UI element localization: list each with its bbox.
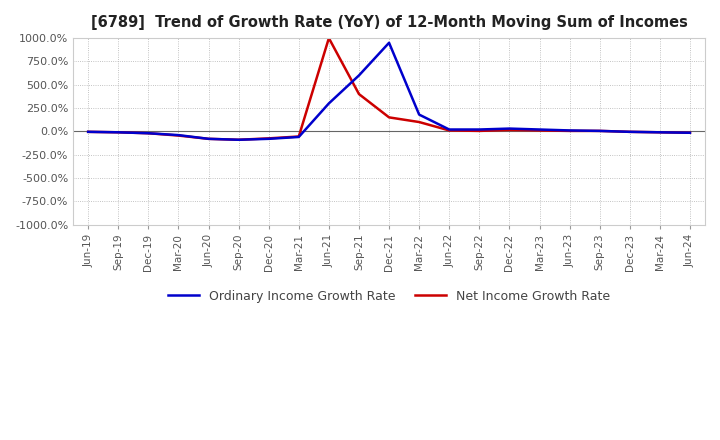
Line: Ordinary Income Growth Rate: Ordinary Income Growth Rate xyxy=(88,43,690,140)
Net Income Growth Rate xyxy=(174,133,183,138)
Ordinary Income Growth Rate xyxy=(84,129,92,135)
Ordinary Income Growth Rate xyxy=(535,127,544,132)
Net Income Growth Rate xyxy=(384,115,393,120)
Ordinary Income Growth Rate xyxy=(565,128,574,133)
Ordinary Income Growth Rate xyxy=(355,73,364,78)
Ordinary Income Growth Rate xyxy=(595,128,604,134)
Ordinary Income Growth Rate xyxy=(415,112,423,117)
Net Income Growth Rate xyxy=(445,128,454,133)
Net Income Growth Rate xyxy=(505,127,514,132)
Net Income Growth Rate xyxy=(234,137,243,143)
Ordinary Income Growth Rate xyxy=(384,40,393,45)
Net Income Growth Rate xyxy=(325,36,333,41)
Net Income Growth Rate xyxy=(84,129,92,135)
Ordinary Income Growth Rate xyxy=(505,126,514,131)
Ordinary Income Growth Rate xyxy=(445,127,454,132)
Ordinary Income Growth Rate xyxy=(655,130,664,135)
Net Income Growth Rate xyxy=(415,119,423,125)
Ordinary Income Growth Rate xyxy=(174,132,183,138)
Net Income Growth Rate xyxy=(565,128,574,134)
Net Income Growth Rate xyxy=(264,136,273,141)
Net Income Growth Rate xyxy=(204,136,213,142)
Net Income Growth Rate xyxy=(655,130,664,135)
Legend: Ordinary Income Growth Rate, Net Income Growth Rate: Ordinary Income Growth Rate, Net Income … xyxy=(163,285,615,308)
Net Income Growth Rate xyxy=(475,128,484,134)
Net Income Growth Rate xyxy=(595,128,604,134)
Net Income Growth Rate xyxy=(294,134,303,139)
Ordinary Income Growth Rate xyxy=(685,130,694,136)
Line: Net Income Growth Rate: Net Income Growth Rate xyxy=(88,38,690,140)
Ordinary Income Growth Rate xyxy=(234,137,243,143)
Ordinary Income Growth Rate xyxy=(626,129,634,135)
Ordinary Income Growth Rate xyxy=(264,136,273,142)
Ordinary Income Growth Rate xyxy=(475,127,484,132)
Ordinary Income Growth Rate xyxy=(144,131,153,136)
Ordinary Income Growth Rate xyxy=(114,130,122,135)
Net Income Growth Rate xyxy=(355,92,364,97)
Title: [6789]  Trend of Growth Rate (YoY) of 12-Month Moving Sum of Incomes: [6789] Trend of Growth Rate (YoY) of 12-… xyxy=(91,15,688,30)
Net Income Growth Rate xyxy=(144,131,153,136)
Ordinary Income Growth Rate xyxy=(325,101,333,106)
Net Income Growth Rate xyxy=(685,130,694,136)
Net Income Growth Rate xyxy=(626,129,634,135)
Net Income Growth Rate xyxy=(114,130,122,135)
Ordinary Income Growth Rate xyxy=(204,136,213,142)
Net Income Growth Rate xyxy=(535,128,544,133)
Ordinary Income Growth Rate xyxy=(294,134,303,139)
